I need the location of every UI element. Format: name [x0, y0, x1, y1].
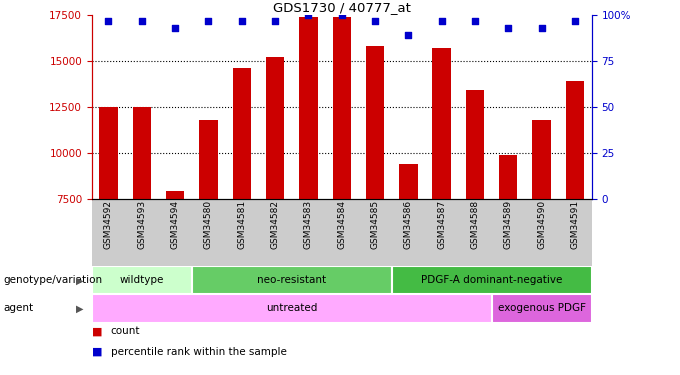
Bar — [233, 68, 251, 199]
Point — [203, 18, 214, 24]
Text: exogenous PDGF: exogenous PDGF — [498, 303, 585, 313]
FancyBboxPatch shape — [392, 266, 592, 294]
Point — [303, 12, 314, 18]
Point — [570, 18, 581, 24]
Text: percentile rank within the sample: percentile rank within the sample — [111, 347, 287, 357]
Text: ■: ■ — [92, 347, 102, 357]
Point — [103, 18, 114, 24]
Bar — [333, 17, 351, 199]
Point — [536, 25, 547, 31]
Bar — [399, 164, 418, 199]
Point — [437, 18, 447, 24]
Bar — [466, 90, 484, 199]
Text: ▶: ▶ — [76, 275, 84, 285]
Point — [469, 18, 480, 24]
FancyBboxPatch shape — [92, 294, 492, 322]
Point — [269, 18, 280, 24]
Bar — [266, 57, 284, 199]
Point — [370, 18, 381, 24]
Text: ■: ■ — [92, 326, 102, 336]
Text: PDGF-A dominant-negative: PDGF-A dominant-negative — [421, 275, 562, 285]
Point — [237, 18, 248, 24]
FancyBboxPatch shape — [92, 266, 192, 294]
Bar — [432, 48, 451, 199]
FancyBboxPatch shape — [492, 294, 592, 322]
Text: count: count — [111, 326, 140, 336]
Text: agent: agent — [3, 303, 33, 313]
Point — [403, 32, 413, 38]
Point — [337, 12, 347, 18]
Bar — [532, 120, 551, 199]
Point — [170, 25, 181, 31]
Text: ▶: ▶ — [76, 303, 84, 313]
Bar — [566, 81, 584, 199]
FancyBboxPatch shape — [192, 266, 392, 294]
Text: genotype/variation: genotype/variation — [3, 275, 103, 285]
Point — [136, 18, 147, 24]
Text: untreated: untreated — [266, 303, 318, 313]
Bar — [366, 46, 384, 199]
Bar — [499, 154, 517, 199]
Bar — [166, 191, 184, 199]
Bar — [299, 17, 318, 199]
Title: GDS1730 / 40777_at: GDS1730 / 40777_at — [273, 1, 411, 14]
Bar — [133, 107, 151, 199]
Point — [503, 25, 514, 31]
Text: neo-resistant: neo-resistant — [257, 275, 326, 285]
Bar — [99, 107, 118, 199]
Text: wildtype: wildtype — [120, 275, 164, 285]
Bar — [199, 120, 218, 199]
